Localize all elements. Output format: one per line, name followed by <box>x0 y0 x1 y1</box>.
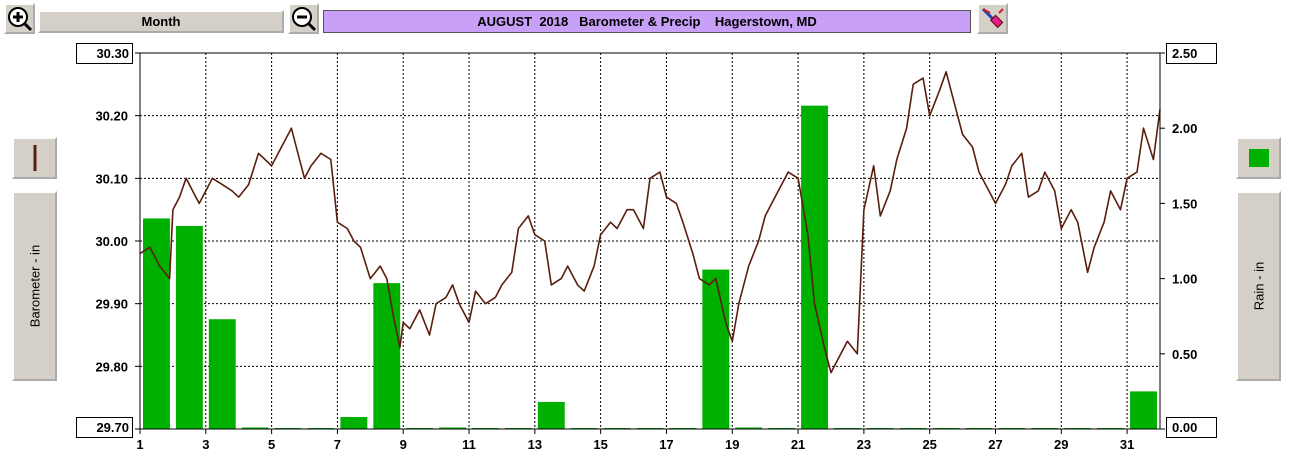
rain-bar <box>175 225 203 429</box>
x-tick-label: 29 <box>1054 437 1068 452</box>
x-tick-label: 23 <box>857 437 871 452</box>
left-tick-label: 29.90 <box>95 297 128 312</box>
right-tick-label: 1.00 <box>1172 272 1197 287</box>
rain-bar <box>208 319 236 429</box>
rain-bar <box>439 427 467 429</box>
rain-bar <box>702 269 730 429</box>
rain-legend-button[interactable] <box>1236 137 1281 179</box>
x-tick-label: 11 <box>462 437 476 452</box>
rain-bar <box>373 283 401 429</box>
rain-bar <box>340 416 368 429</box>
rain-bar <box>241 427 269 429</box>
barometer-line-legend-icon <box>33 145 37 171</box>
rain-bar <box>537 401 565 429</box>
x-tick-label: 19 <box>725 437 739 452</box>
barometer-line <box>139 71 1161 374</box>
rain-bar-legend-icon <box>1249 149 1269 167</box>
left-tick-label: 29.80 <box>95 359 128 374</box>
rain-bar <box>801 105 828 429</box>
x-tick-label: 15 <box>593 437 607 452</box>
x-tick-label: 3 <box>202 437 209 452</box>
x-tick-label: 5 <box>268 437 275 452</box>
x-tick-label: 27 <box>988 437 1002 452</box>
x-tick-label: 21 <box>791 437 805 452</box>
x-tick-label: 17 <box>659 437 673 452</box>
zoom-out-button[interactable] <box>288 3 319 34</box>
x-tick-label: 7 <box>334 437 341 452</box>
paint-tool-button[interactable] <box>977 3 1008 34</box>
right-tick-label: 0.50 <box>1172 347 1197 362</box>
minus-magnifier-icon <box>292 7 317 32</box>
left-axis-max-label: 30.30 <box>76 43 133 64</box>
right-tick-label: 1.50 <box>1172 196 1197 211</box>
right-axis-min-label: 0.00 <box>1166 417 1217 438</box>
rain-bar <box>1130 391 1157 429</box>
x-tick-label: 31 <box>1120 437 1134 452</box>
x-tick-label: 1 <box>136 437 143 452</box>
zoom-in-button[interactable] <box>4 3 35 34</box>
x-tick-label: 9 <box>400 437 407 452</box>
left-tick-label: 30.10 <box>95 171 128 186</box>
paint-brush-icon <box>981 7 1004 29</box>
rain-axis-button[interactable]: Rain - in <box>1236 191 1281 381</box>
plus-magnifier-icon <box>8 7 33 32</box>
left-axis-min-label: 29.70 <box>76 417 133 438</box>
right-axis-max-label: 2.50 <box>1166 43 1217 64</box>
rain-bar <box>143 218 170 429</box>
left-tick-label: 30.00 <box>95 234 128 249</box>
x-tick-label: 13 <box>528 437 542 452</box>
right-tick-label: 2.00 <box>1172 121 1197 136</box>
chart-title: AUGUST 2018 Barometer & Precip Hagerstow… <box>323 10 971 33</box>
x-tick-label: 25 <box>922 437 936 452</box>
barometer-legend-button[interactable] <box>12 137 57 179</box>
period-selector[interactable]: Month <box>38 10 284 33</box>
barometer-axis-button[interactable]: Barometer - in <box>12 191 57 381</box>
left-tick-label: 30.20 <box>95 109 128 124</box>
rain-bar <box>735 427 763 429</box>
